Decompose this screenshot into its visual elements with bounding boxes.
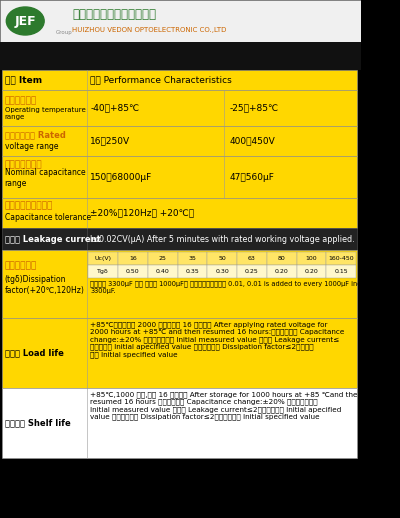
Text: 项目 Item: 项目 Item (4, 76, 42, 84)
Text: 标称电容量允许偏差: 标称电容量允许偏差 (4, 202, 53, 210)
Text: 0.50: 0.50 (126, 269, 140, 274)
Text: 0.40: 0.40 (156, 269, 170, 274)
Bar (148, 252, 178, 265)
Text: 耐久性 Load life: 耐久性 Load life (4, 349, 63, 357)
Bar (2, 388, 357, 458)
Bar (207, 265, 237, 278)
Text: JEF: JEF (14, 15, 36, 27)
Text: 150～68000μF: 150～68000μF (90, 172, 152, 181)
Text: (tgδ)Dissipation: (tgδ)Dissipation (4, 275, 66, 283)
Bar (237, 265, 267, 278)
Bar (326, 265, 356, 278)
Text: 25: 25 (159, 256, 167, 261)
Bar (296, 252, 326, 265)
Text: 50: 50 (218, 256, 226, 261)
Text: 35: 35 (188, 256, 196, 261)
Bar (88, 265, 118, 278)
Text: 惠州威定光电科技有限公司: 惠州威定光电科技有限公司 (72, 7, 156, 21)
Text: 400～450V: 400～450V (230, 137, 276, 146)
Text: Tgδ: Tgδ (97, 269, 109, 274)
Text: Operating temperature
range: Operating temperature range (4, 107, 85, 120)
Bar (2, 70, 357, 90)
Text: I≤0.02CV(μA) After 5 minutes with rated working voltage applied.: I≤0.02CV(μA) After 5 minutes with rated … (90, 235, 355, 243)
Text: 16: 16 (129, 256, 137, 261)
Text: Uc(V): Uc(V) (95, 256, 112, 261)
Bar (2, 126, 357, 156)
Text: 0.20: 0.20 (304, 269, 318, 274)
Bar (118, 265, 148, 278)
Bar (2, 198, 357, 228)
Text: HUIZHOU VEDON OPTOELECTRONIC CO.,LTD: HUIZHOU VEDON OPTOELECTRONIC CO.,LTD (72, 27, 226, 33)
Text: 0.15: 0.15 (334, 269, 348, 274)
Text: 0.20: 0.20 (275, 269, 288, 274)
Bar (2, 156, 357, 198)
Text: 容量大于 3300μF 者， 每增加 1000μF， 其损耗角正切值增加 0.01, 0.01 is added to every 1000μF increas: 容量大于 3300μF 者， 每增加 1000μF， 其损耗角正切值增加 0.0… (90, 280, 396, 294)
Text: 63: 63 (248, 256, 256, 261)
Text: +85℃加额定电压 2000 小时，恢复 16 小时后： After applying rated voltage for
2000 hours at +85℃: +85℃加额定电压 2000 小时，恢复 16 小时后： After apply… (90, 321, 344, 358)
Text: 16～250V: 16～250V (90, 137, 130, 146)
Text: ±20%（120Hz， +20℃）: ±20%（120Hz， +20℃） (90, 209, 194, 218)
Text: 0.30: 0.30 (215, 269, 229, 274)
Text: 标称电容量范围: 标称电容量范围 (4, 161, 42, 169)
Bar (118, 252, 148, 265)
Text: Nominal capacitance
range: Nominal capacitance range (4, 168, 85, 188)
Bar (2, 90, 357, 126)
Text: -40～+85℃: -40～+85℃ (90, 104, 139, 112)
Text: 漏电流 Leakage current: 漏电流 Leakage current (4, 235, 100, 243)
Bar (0, 0, 360, 42)
Text: 47～560μF: 47～560μF (230, 172, 275, 181)
Bar (148, 265, 178, 278)
Text: 160-450: 160-450 (328, 256, 354, 261)
Text: 额定电压范围 Rated: 额定电压范围 Rated (4, 131, 65, 139)
Bar (296, 265, 326, 278)
Bar (2, 250, 357, 318)
Text: voltage range: voltage range (4, 141, 58, 151)
Text: 0.25: 0.25 (245, 269, 259, 274)
Bar (267, 252, 296, 265)
Text: 损耗角正切值: 损耗角正切值 (4, 262, 37, 270)
Bar (207, 252, 237, 265)
Text: -25～+85℃: -25～+85℃ (230, 104, 279, 112)
Bar (0, 42, 360, 70)
Ellipse shape (6, 7, 44, 35)
Text: 高温存储 Shelf life: 高温存储 Shelf life (4, 419, 70, 427)
Text: 0.35: 0.35 (186, 269, 199, 274)
Bar (178, 252, 207, 265)
Text: factor(+20℃,120Hz): factor(+20℃,120Hz) (4, 285, 84, 295)
Text: Capacitance tolerance: Capacitance tolerance (4, 212, 91, 222)
Bar (88, 252, 118, 265)
Text: 80: 80 (278, 256, 286, 261)
Text: 特性 Performance Characteristics: 特性 Performance Characteristics (90, 76, 232, 84)
Bar (267, 265, 296, 278)
Bar (178, 265, 207, 278)
Text: 使用温度范围: 使用温度范围 (4, 96, 37, 106)
Bar (326, 252, 356, 265)
Text: +85℃,1000 小时,恢复 16 小时后： After storage for 1000 hours at +85 ℃and then
resumed 16: +85℃,1000 小时,恢复 16 小时后： After storage fo… (90, 391, 362, 421)
Bar (2, 228, 357, 250)
Text: Group: Group (56, 30, 73, 35)
Text: 100: 100 (306, 256, 317, 261)
Bar (237, 252, 267, 265)
Bar (2, 318, 357, 388)
